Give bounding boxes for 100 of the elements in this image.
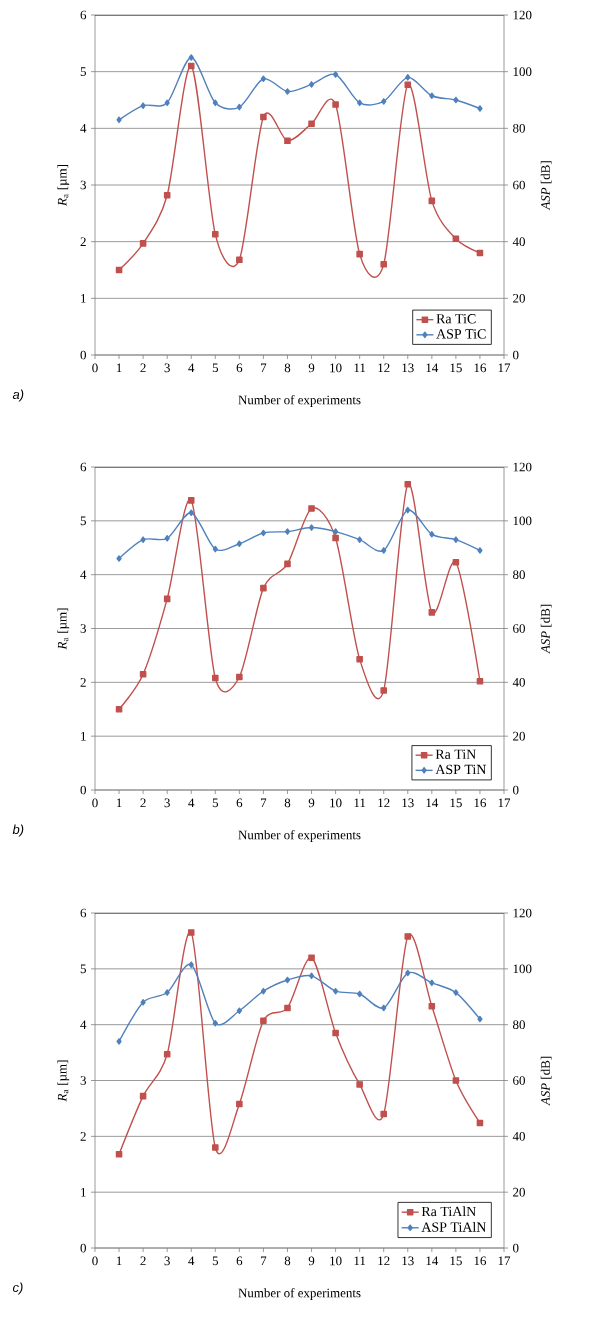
x-tick-label: 6 (236, 798, 243, 808)
x-tick-label: 11 (354, 1256, 366, 1266)
y2-tick-label: 100 (513, 516, 532, 526)
point (381, 1004, 387, 1012)
point (236, 1007, 242, 1015)
point (212, 231, 219, 238)
x-tick-label: 0 (92, 363, 98, 373)
x-tick-label: 4 (188, 1256, 195, 1266)
x-tick-label: 16 (474, 363, 487, 373)
point (404, 480, 412, 488)
y2-axis-title: ASP [dB] (540, 161, 552, 211)
x-tick-label: 11 (354, 363, 366, 373)
point (357, 99, 363, 107)
point (260, 529, 267, 537)
x-tick-label: 5 (212, 1256, 219, 1266)
point (164, 535, 170, 542)
y-tick-label: 3 (80, 1076, 86, 1085)
point (236, 103, 242, 111)
y2-tick-label: 0 (513, 350, 519, 360)
x-tick-label: 13 (402, 798, 414, 808)
x-tick-label: 12 (378, 798, 390, 808)
point (284, 560, 291, 568)
point (405, 506, 411, 514)
point (284, 1004, 291, 1012)
x-tick-label: 10 (330, 363, 342, 373)
point (429, 979, 435, 987)
y2-tick-label: 40 (512, 677, 525, 687)
y-tick-label: 6 (80, 462, 87, 472)
point (212, 99, 218, 107)
y-tick-label: 0 (80, 785, 86, 795)
x-tick-label: 8 (284, 798, 291, 808)
point (260, 987, 267, 995)
text: c) (12, 1282, 23, 1295)
x-tick-label: 4 (188, 363, 195, 373)
point (260, 584, 267, 592)
point (405, 74, 411, 81)
point (140, 999, 146, 1006)
y-tick-label: 4 (80, 1020, 87, 1029)
x-tick-label: 9 (308, 1256, 315, 1266)
legend-label: ASP TiN (435, 764, 487, 775)
x-tick-label: 2 (140, 798, 146, 808)
point (140, 536, 146, 543)
point (332, 101, 339, 108)
point (116, 116, 122, 124)
y2-tick-label: 120 (513, 462, 532, 472)
point (284, 88, 291, 95)
legend-label: ASP TiC (436, 329, 486, 339)
y-axis-title: R$_{a}$ [µm] (57, 608, 70, 650)
point (404, 933, 412, 940)
point (260, 75, 267, 83)
y-tick-label: 1 (81, 1187, 86, 1197)
y2-tick-label: 0 (513, 1243, 519, 1253)
x-tick-label: 6 (236, 363, 243, 373)
point (236, 256, 243, 264)
point (428, 609, 436, 616)
x-tick-label: 7 (261, 363, 267, 372)
x-tick-label: 17 (498, 363, 511, 373)
x-tick-label: 9 (308, 798, 315, 808)
point (380, 687, 387, 694)
point (308, 505, 315, 512)
x-tick-label: 0 (92, 1256, 98, 1266)
point (139, 240, 147, 247)
point (380, 261, 387, 268)
point (187, 929, 195, 936)
y-tick-label: 3 (80, 624, 86, 633)
x-tick-label: 14 (426, 363, 439, 373)
x-tick-label: 14 (426, 798, 439, 808)
point (429, 531, 435, 538)
x-tick-label: 8 (284, 1256, 291, 1266)
point (453, 536, 459, 543)
point (236, 673, 243, 681)
point (476, 677, 484, 685)
point (212, 1144, 219, 1151)
y-tick-label: 0 (80, 350, 86, 360)
point (187, 497, 195, 504)
point (260, 113, 267, 121)
x-tick-label: 1 (116, 798, 122, 808)
point (357, 536, 363, 543)
y2-tick-label: 20 (513, 293, 525, 303)
y2-axis-title: ASP [dB] (540, 604, 552, 654)
x-tick-label: 11 (354, 798, 366, 808)
x-tick-label: 15 (450, 798, 462, 808)
point (212, 674, 219, 682)
y-tick-label: 2 (80, 678, 86, 687)
legend-label: Ra TiC (436, 314, 476, 324)
point (381, 547, 387, 554)
point (284, 976, 291, 984)
x-tick-label: 15 (450, 363, 462, 373)
x-tick-label: 3 (164, 798, 170, 808)
y2-tick-label: 60 (513, 624, 525, 633)
point (116, 1038, 122, 1045)
x-tick-label: 8 (284, 363, 291, 373)
legend-label: ASP TiAlN (421, 1221, 487, 1232)
y-tick-label: 1 (81, 731, 86, 741)
x-tick-label: 13 (402, 363, 414, 373)
x-tick-label: 10 (330, 1256, 342, 1266)
y-tick-label: 6 (80, 10, 87, 20)
x-tick-label: 3 (164, 363, 170, 373)
y2-tick-label: 20 (513, 731, 525, 741)
y2-tick-label: 120 (513, 10, 532, 20)
